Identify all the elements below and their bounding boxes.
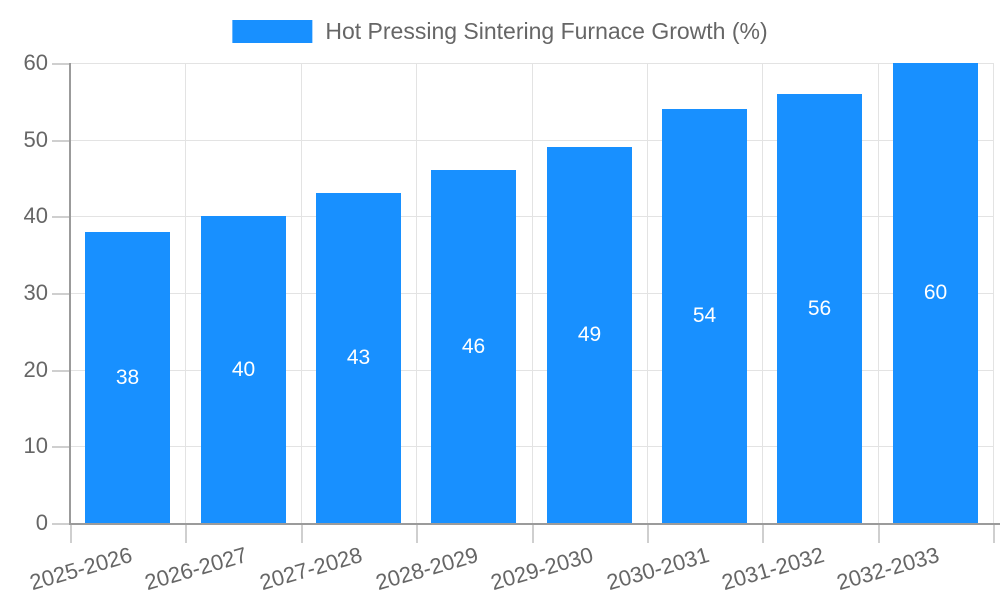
x-axis-tick-mark	[878, 523, 880, 543]
x-axis-tick-label: 2027-2028	[256, 542, 365, 596]
x-axis-tick-mark	[532, 523, 534, 543]
y-axis-tick-mark	[52, 140, 70, 142]
gridline-vertical	[993, 63, 994, 523]
bar	[662, 109, 747, 523]
bar-value-label: 43	[346, 346, 371, 369]
gridline-horizontal	[70, 293, 993, 294]
gridline-vertical	[647, 63, 648, 523]
gridline-horizontal	[70, 140, 993, 141]
y-axis-tick-label: 30	[23, 280, 48, 305]
y-axis-tick-label: 0	[35, 510, 48, 535]
x-axis-tick-mark	[762, 523, 764, 543]
x-axis-tick-label: 2028-2029	[372, 542, 481, 596]
gridline-horizontal	[70, 63, 993, 64]
gridline-vertical	[532, 63, 533, 523]
x-axis-line	[69, 523, 1000, 525]
x-axis-tick-label: 2026-2027	[141, 542, 250, 596]
y-axis-tick-label: 50	[23, 127, 48, 152]
bar	[431, 170, 516, 523]
legend-label: Hot Pressing Sintering Furnace Growth (%…	[325, 18, 768, 44]
y-axis-tick-mark	[52, 293, 70, 295]
x-axis-tick-label: 2032-2033	[833, 542, 942, 596]
x-axis-tick-mark	[70, 523, 72, 543]
bar	[201, 216, 286, 523]
legend-swatch	[232, 19, 313, 43]
gridline-horizontal	[70, 216, 993, 217]
y-axis-tick-mark	[52, 370, 70, 372]
y-axis-tick-mark	[52, 63, 70, 65]
x-axis-tick-label: 2029-2030	[487, 542, 596, 596]
bar	[316, 193, 401, 523]
bar-value-label: 60	[923, 281, 948, 304]
bar	[777, 94, 862, 523]
bar	[893, 63, 978, 523]
bar-value-label: 54	[692, 304, 717, 327]
bar-value-label: 56	[807, 297, 832, 320]
gridline-horizontal	[70, 446, 993, 447]
x-axis-tick-mark	[301, 523, 303, 543]
y-axis-tick-mark	[52, 523, 70, 525]
bar	[547, 147, 632, 523]
chart-legend[interactable]: Hot Pressing Sintering Furnace Growth (%…	[232, 18, 768, 44]
y-axis-tick-label: 60	[23, 50, 48, 75]
x-axis-tick-label: 2030-2031	[603, 542, 712, 596]
y-axis-tick-label: 20	[23, 357, 48, 382]
bar-value-label: 38	[115, 366, 140, 389]
x-axis-tick-label: 2031-2032	[718, 542, 827, 596]
gridline-vertical	[185, 63, 186, 523]
bar-value-label: 46	[461, 335, 486, 358]
bar-value-label: 40	[231, 358, 256, 381]
x-axis-tick-mark	[185, 523, 187, 543]
x-axis-tick-label: 2025-2026	[26, 542, 135, 596]
x-axis-tick-mark	[416, 523, 418, 543]
bar	[85, 232, 170, 523]
x-axis-tick-mark	[993, 523, 995, 543]
x-axis-tick-mark	[647, 523, 649, 543]
bar-value-label: 49	[577, 323, 602, 346]
gridline-vertical	[762, 63, 763, 523]
y-axis-line	[69, 63, 71, 525]
gridline-vertical	[416, 63, 417, 523]
y-axis-tick-mark	[52, 216, 70, 218]
y-axis-tick-label: 40	[23, 203, 48, 228]
gridline-vertical	[878, 63, 879, 523]
y-axis-tick-label: 10	[23, 433, 48, 458]
y-axis-tick-mark	[52, 446, 70, 448]
gridline-vertical	[301, 63, 302, 523]
gridline-horizontal	[70, 370, 993, 371]
